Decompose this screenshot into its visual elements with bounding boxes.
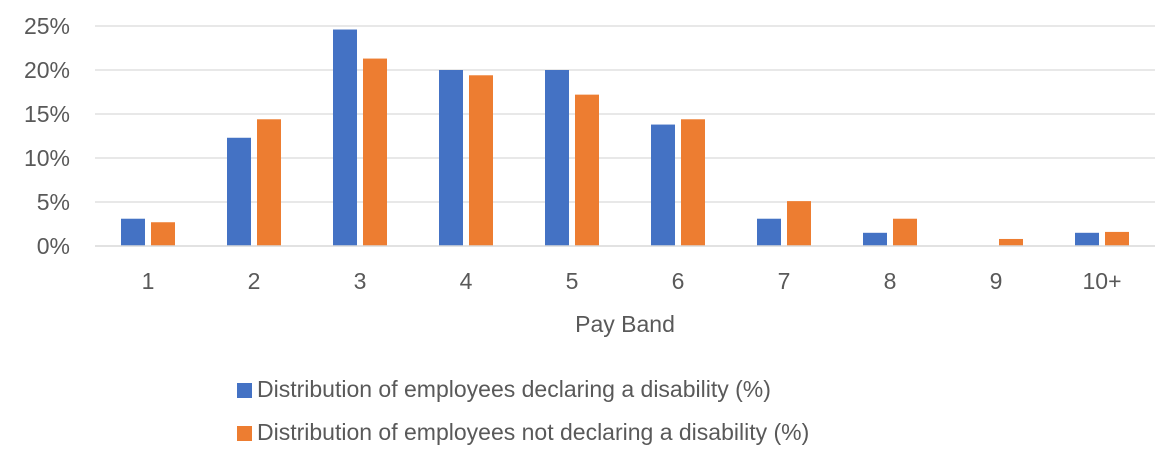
y-tick-label: 10% (24, 145, 70, 171)
bar-series-2-cat-7 (787, 201, 811, 246)
y-axis: 0% 5% 10% 15% 20% 25% (24, 13, 70, 259)
legend-swatch (237, 426, 252, 441)
bar-series-2-cat-3 (363, 58, 387, 247)
bar-series-2-cat-1 (151, 222, 175, 246)
y-tick-label: 0% (37, 233, 70, 259)
y-tick-label: 20% (24, 57, 70, 83)
x-axis-title: Pay Band (575, 311, 675, 337)
legend-item: Distribution of employees declaring a di… (237, 376, 771, 402)
bars (121, 29, 1129, 247)
x-axis: 1 2 3 4 5 6 7 8 9 10+ (142, 268, 1122, 294)
bar-series-1-cat-10+ (1075, 232, 1099, 246)
bar-series-2-cat-2 (257, 119, 281, 246)
legend-swatch (237, 383, 252, 398)
x-tick-label: 6 (672, 268, 685, 294)
bar-series-1-cat-8 (863, 232, 887, 246)
bar-series-2-cat-6 (681, 119, 705, 246)
bar-series-2-cat-4 (469, 75, 493, 246)
x-tick-label: 3 (354, 268, 367, 294)
legend-label: Distribution of employees declaring a di… (257, 376, 771, 402)
bar-series-2-cat-9 (999, 238, 1023, 246)
x-tick-label: 1 (142, 268, 155, 294)
bar-series-2-cat-10+ (1105, 231, 1129, 246)
x-tick-label: 10+ (1082, 268, 1121, 294)
bar-series-2-cat-5 (575, 94, 599, 246)
bar-series-1-cat-4 (439, 70, 463, 246)
legend: Distribution of employees declaring a di… (237, 376, 809, 445)
legend-item: Distribution of employees not declaring … (237, 419, 809, 445)
x-tick-label: 2 (248, 268, 261, 294)
y-tick-label: 15% (24, 101, 70, 127)
y-tick-label: 25% (24, 13, 70, 39)
gridlines (95, 25, 1155, 203)
bar-series-2-cat-8 (893, 218, 917, 246)
x-tick-label: 8 (884, 268, 897, 294)
x-tick-label: 4 (460, 268, 473, 294)
bar-series-1-cat-6 (651, 124, 675, 246)
y-tick-label: 5% (37, 189, 70, 215)
legend-label: Distribution of employees not declaring … (257, 419, 809, 445)
bar-series-1-cat-7 (757, 218, 781, 246)
x-tick-label: 5 (566, 268, 579, 294)
bar-series-1-cat-1 (121, 218, 145, 246)
x-tick-label: 9 (990, 268, 1003, 294)
bar-series-1-cat-2 (227, 137, 251, 246)
x-tick-label: 7 (778, 268, 791, 294)
bar-series-1-cat-3 (333, 29, 357, 246)
bar-series-1-cat-5 (545, 70, 569, 246)
